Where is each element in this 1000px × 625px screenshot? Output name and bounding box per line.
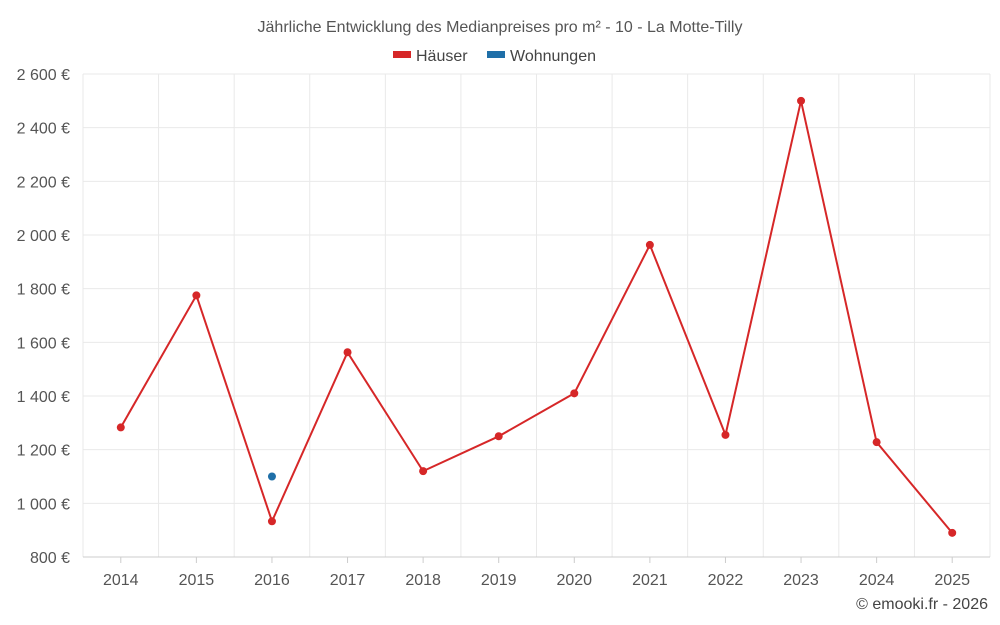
data-point[interactable] <box>267 472 276 481</box>
data-point[interactable] <box>116 423 125 432</box>
x-tick-label: 2018 <box>405 572 441 589</box>
y-tick-label: 2 200 € <box>17 174 70 191</box>
y-tick-label: 1 000 € <box>17 496 70 513</box>
legend-swatch <box>393 51 411 58</box>
x-tick-label: 2021 <box>632 572 668 589</box>
data-point[interactable] <box>645 240 654 249</box>
legend-label[interactable]: Wohnungen <box>510 48 596 65</box>
x-tick-label: 2024 <box>859 572 895 589</box>
x-tick-label: 2020 <box>556 572 592 589</box>
x-tick-label: 2025 <box>934 572 970 589</box>
series-wohnungen <box>267 472 276 481</box>
y-tick-label: 1 400 € <box>17 389 70 406</box>
data-point[interactable] <box>721 430 730 439</box>
x-tick-label: 2014 <box>103 572 139 589</box>
grid <box>82 73 991 558</box>
x-tick-label: 2017 <box>330 572 366 589</box>
y-tick-label: 1 200 € <box>17 443 70 460</box>
legend: Häuser Wohnungen <box>393 48 596 65</box>
y-axis: 800 € 1 000 € 1 200 € 1 400 € 1 600 € 1 800 €… <box>17 67 70 567</box>
x-tick-label: 2016 <box>254 572 290 589</box>
series-line <box>119 100 953 534</box>
data-point[interactable] <box>872 438 881 447</box>
y-tick-label: 2 600 € <box>17 67 70 84</box>
series-layer <box>116 96 957 537</box>
x-tick-label: 2022 <box>708 572 744 589</box>
x-tick-label: 2023 <box>783 572 819 589</box>
series-häuser <box>116 96 957 537</box>
data-point[interactable] <box>192 291 201 300</box>
x-axis: 2014 2015 2016 2017 2018 2019 2020 2021 2022 2023… <box>103 557 970 589</box>
y-tick-label: 1 800 € <box>17 282 70 299</box>
x-tick-label: 2019 <box>481 572 517 589</box>
data-point[interactable] <box>267 517 276 526</box>
y-tick-label: 2 000 € <box>17 228 70 245</box>
y-tick-label: 1 600 € <box>17 335 70 352</box>
data-point[interactable] <box>343 348 352 357</box>
data-point[interactable] <box>570 389 579 398</box>
data-point[interactable] <box>797 96 806 105</box>
y-tick-label: 800 € <box>30 550 70 567</box>
legend-swatch <box>487 51 505 58</box>
chart-title: Jährliche Entwicklung des Medianpreises … <box>258 19 743 36</box>
data-point[interactable] <box>419 467 428 476</box>
y-tick-label: 2 400 € <box>17 121 70 138</box>
data-point[interactable] <box>494 432 503 441</box>
x-tick-label: 2015 <box>179 572 215 589</box>
credit-text: © emooki.fr - 2026 <box>856 596 988 613</box>
legend-label[interactable]: Häuser <box>416 48 468 65</box>
data-point[interactable] <box>948 528 957 537</box>
